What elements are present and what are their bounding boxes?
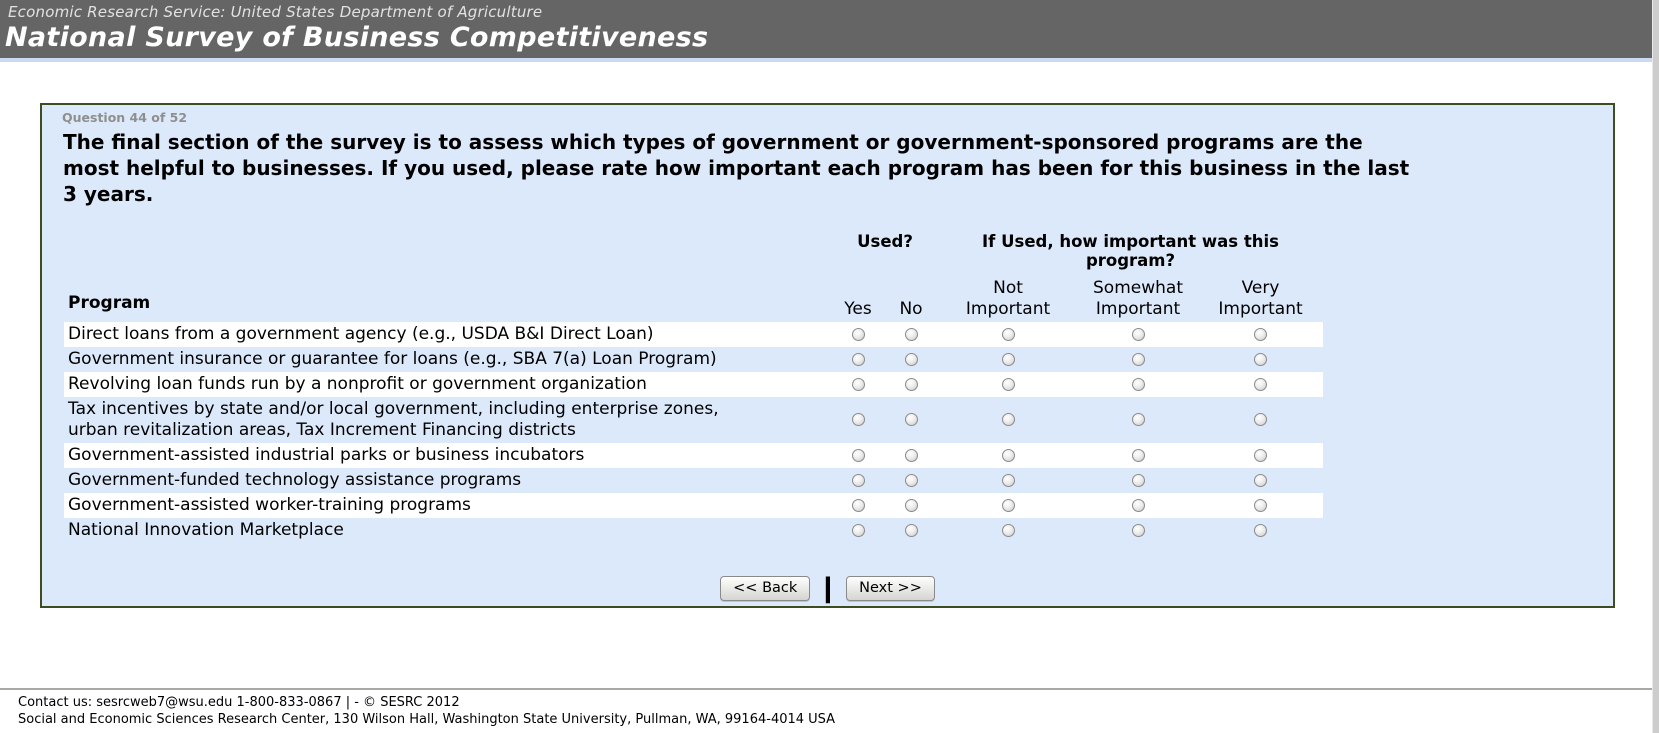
row-3-radio-no[interactable] bbox=[904, 377, 918, 391]
row-6-radio-not-important[interactable] bbox=[1001, 473, 1015, 487]
program-label: Tax incentives by state and/or local gov… bbox=[68, 399, 719, 440]
row-2-radio-somewhat-important[interactable] bbox=[1131, 352, 1145, 366]
navigation-buttons: << Back | Next >> bbox=[42, 572, 1613, 604]
table-row: Government-assisted worker-training prog… bbox=[64, 493, 1324, 518]
table-row: Revolving loan funds run by a nonprofit … bbox=[64, 372, 1324, 397]
row-5-radio-very-important[interactable] bbox=[1254, 448, 1268, 462]
question-panel: Question 44 of 52 The final section of t… bbox=[40, 103, 1615, 608]
program-label: Government-assisted industrial parks or … bbox=[68, 445, 585, 465]
button-separator: | bbox=[821, 572, 836, 604]
row-7-radio-very-important[interactable] bbox=[1254, 498, 1268, 512]
spacer-cell bbox=[64, 229, 832, 270]
row-8-radio-yes[interactable] bbox=[851, 523, 865, 537]
row-3-radio-not-important[interactable] bbox=[1001, 377, 1015, 391]
page-title: National Survey of Business Competitiven… bbox=[5, 22, 709, 53]
row-7-radio-yes[interactable] bbox=[851, 498, 865, 512]
row-2-radio-not-important[interactable] bbox=[1001, 352, 1015, 366]
program-label: Government-funded technology assistance … bbox=[68, 470, 522, 490]
row-1-radio-very-important[interactable] bbox=[1254, 327, 1268, 341]
row-2-radio-yes[interactable] bbox=[851, 352, 865, 366]
row-4-radio-somewhat-important[interactable] bbox=[1131, 413, 1145, 426]
row-5-radio-no[interactable] bbox=[904, 448, 918, 462]
row-6-radio-somewhat-important[interactable] bbox=[1131, 473, 1145, 487]
row-4-radio-very-important[interactable] bbox=[1254, 413, 1268, 426]
used-header: Used? bbox=[857, 232, 913, 251]
program-label: National Innovation Marketplace bbox=[68, 520, 344, 540]
row-8-radio-somewhat-important[interactable] bbox=[1131, 523, 1145, 537]
table-row: Government insurance or guarantee for lo… bbox=[64, 347, 1323, 372]
row-5-radio-not-important[interactable] bbox=[1001, 448, 1015, 462]
program-rows: Direct loans from a government agency (e… bbox=[64, 322, 1324, 543]
row-1-radio-somewhat-important[interactable] bbox=[1131, 327, 1145, 341]
program-label: Direct loans from a government agency (e… bbox=[68, 324, 654, 344]
very-important-column-header: Very Important bbox=[1218, 278, 1303, 319]
row-3-radio-somewhat-important[interactable] bbox=[1131, 377, 1145, 391]
row-2-radio-very-important[interactable] bbox=[1254, 352, 1268, 366]
agency-line: Economic Research Service: United States… bbox=[8, 3, 543, 21]
program-label: Government insurance or guarantee for lo… bbox=[68, 349, 717, 369]
row-2-radio-no[interactable] bbox=[904, 352, 918, 366]
importance-header: If Used, how important was this program? bbox=[982, 232, 1279, 270]
back-button[interactable]: << Back bbox=[720, 576, 811, 601]
row-8-radio-no[interactable] bbox=[904, 523, 918, 537]
row-1-radio-not-important[interactable] bbox=[1001, 327, 1015, 341]
program-label: Government-assisted worker-training prog… bbox=[68, 495, 471, 515]
question-progress: Question 44 of 52 bbox=[62, 110, 188, 125]
question-text: The final section of the survey is to as… bbox=[63, 130, 1410, 206]
somewhat-important-column-header: Somewhat Important bbox=[1093, 278, 1183, 319]
row-4-radio-no[interactable] bbox=[904, 413, 918, 426]
table-group-header-row: Used? If Used, how important was this pr… bbox=[64, 229, 1323, 270]
row-3-radio-yes[interactable] bbox=[851, 377, 865, 391]
app-header: Economic Research Service: United States… bbox=[0, 0, 1659, 62]
row-3-radio-very-important[interactable] bbox=[1254, 377, 1268, 391]
table-row: Government-assisted industrial parks or … bbox=[64, 443, 1324, 468]
table-subheader-row: Program Yes No Not Important Somewhat Im… bbox=[64, 270, 1323, 322]
row-7-radio-not-important[interactable] bbox=[1001, 498, 1015, 512]
row-5-radio-yes[interactable] bbox=[851, 448, 865, 462]
program-label: Revolving loan funds run by a nonprofit … bbox=[68, 374, 647, 394]
window-edge-scrollbar[interactable] bbox=[1652, 0, 1659, 733]
row-4-radio-not-important[interactable] bbox=[1001, 413, 1015, 426]
table-row: Tax incentives by state and/or local gov… bbox=[64, 397, 1323, 443]
row-8-radio-very-important[interactable] bbox=[1254, 523, 1268, 537]
table-row: National Innovation Marketplace bbox=[64, 518, 1323, 543]
row-8-radio-not-important[interactable] bbox=[1001, 523, 1015, 537]
row-5-radio-somewhat-important[interactable] bbox=[1131, 448, 1145, 462]
table-row: Direct loans from a government agency (e… bbox=[64, 322, 1324, 347]
program-rating-table: Used? If Used, how important was this pr… bbox=[64, 229, 1324, 543]
not-important-column-header: Not Important bbox=[965, 278, 1051, 319]
program-column-header: Program bbox=[68, 293, 151, 313]
footer-contact-line: Contact us: sesrcweb7@wsu.edu 1-800-833-… bbox=[18, 695, 460, 710]
row-7-radio-no[interactable] bbox=[904, 498, 918, 512]
row-6-radio-very-important[interactable] bbox=[1254, 473, 1268, 487]
footer-address-line: Social and Economic Sciences Research Ce… bbox=[18, 711, 836, 727]
no-column-header: No bbox=[899, 299, 923, 319]
yes-column-header: Yes bbox=[844, 299, 872, 319]
row-6-radio-no[interactable] bbox=[904, 473, 918, 487]
row-6-radio-yes[interactable] bbox=[851, 473, 865, 487]
row-7-radio-somewhat-important[interactable] bbox=[1131, 498, 1145, 512]
row-4-radio-yes[interactable] bbox=[851, 413, 865, 426]
row-1-radio-no[interactable] bbox=[904, 327, 918, 341]
table-row: Government-funded technology assistance … bbox=[64, 468, 1323, 493]
footer: Contact us: sesrcweb7@wsu.edu 1-800-833-… bbox=[0, 688, 1659, 728]
next-button[interactable]: Next >> bbox=[846, 576, 935, 601]
row-1-radio-yes[interactable] bbox=[851, 327, 865, 341]
